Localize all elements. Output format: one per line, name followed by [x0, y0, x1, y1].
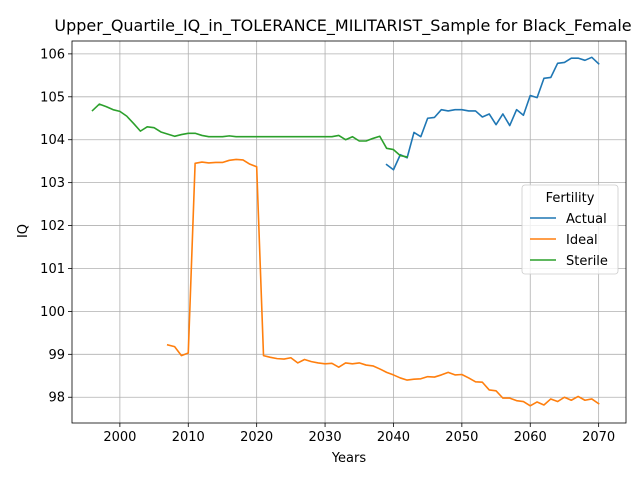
legend: Fertility Actual Ideal Sterile	[521, 184, 619, 275]
x-tick-label: 2070	[582, 430, 615, 445]
y-tick-label: 104	[40, 133, 65, 148]
legend-title: Fertility	[546, 191, 595, 206]
y-tick-label: 106	[40, 47, 65, 62]
y-tick-label: 98	[48, 391, 65, 406]
y-tick-label: 103	[40, 176, 65, 191]
x-axis-label: Years	[331, 451, 367, 466]
x-tick-label: 2060	[514, 430, 547, 445]
y-tick-label: 99	[48, 348, 65, 363]
x-tick-label: 2020	[240, 430, 273, 445]
x-tick-label: 2040	[377, 430, 410, 445]
series-line-sterile	[91, 103, 409, 158]
series-lines	[91, 56, 600, 407]
legend-label-ideal: Ideal	[566, 233, 598, 248]
chart-title: Upper_Quartile_IQ_in_TOLERANCE_MILITARIS…	[54, 16, 631, 36]
y-tick-label: 105	[40, 90, 65, 105]
legend-label-sterile: Sterile	[566, 254, 608, 269]
series-line-actual	[385, 56, 600, 171]
x-tick-label: 2000	[103, 430, 136, 445]
y-tick-label: 101	[40, 262, 65, 277]
x-tick-label: 2030	[309, 430, 342, 445]
plot-frame	[71, 40, 627, 424]
legend-label-actual: Actual	[566, 212, 607, 227]
legend-entries: Actual Ideal Sterile	[530, 212, 608, 269]
x-tick-label: 2010	[172, 430, 205, 445]
x-axis-ticks: 2000 2010 2020 2030 2040 2050 2060 2070	[103, 423, 615, 445]
y-axis-ticks: 98 99 100 101 102 103 104 105 106	[40, 47, 72, 406]
legend-box	[521, 184, 619, 275]
y-axis-label: IQ	[16, 224, 31, 238]
series-line-ideal	[166, 158, 600, 407]
y-tick-label: 102	[40, 219, 65, 234]
x-tick-label: 2050	[445, 430, 478, 445]
y-tick-label: 100	[40, 305, 65, 320]
